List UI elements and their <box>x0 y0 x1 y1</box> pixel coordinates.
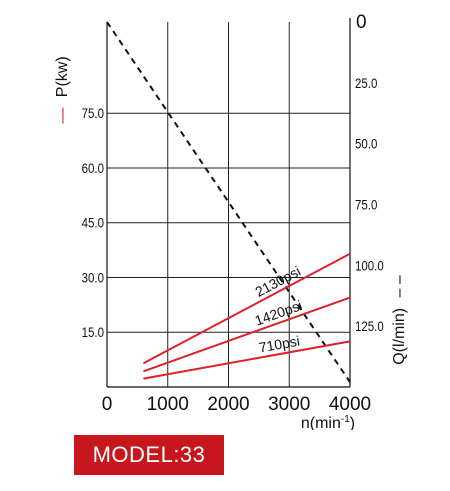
svg-text:Q(l/min) – –: Q(l/min) – – <box>391 275 408 365</box>
labels-layer: 0 1000 2000 3000 4000 15.0 30.0 45.0 60.0 75.0 0 25… <box>82 12 384 415</box>
left-tick-label: 15.0 <box>82 324 104 340</box>
model-badge: MODEL:33 <box>74 435 224 475</box>
x-tick-label: 4000 <box>329 394 371 415</box>
left-tick-label: 75.0 <box>82 105 104 121</box>
power-series-line <box>143 340 351 380</box>
left-tick-label: 30.0 <box>82 269 104 285</box>
right-tick-label: 50.0 <box>355 136 377 152</box>
x-axis-title-superscript: -1 <box>341 414 350 425</box>
x-axis-title-main: n(min <box>301 415 341 430</box>
right-axis-title: Q(l/min) <box>391 308 408 365</box>
right-axis-legend-marker: – – <box>391 275 408 297</box>
left-tick-label: 60.0 <box>82 160 104 176</box>
x-tick-label: 3000 <box>268 394 310 415</box>
power-layer <box>142 252 351 380</box>
x-axis-title-close: ) <box>350 415 355 430</box>
power-flow-chart: 0 1000 2000 3000 4000 15.0 30.0 45.0 60.0 75.0 0 25… <box>54 12 408 430</box>
left-axis-title: P(kw) <box>54 56 71 97</box>
right-tick-label: 75.0 <box>355 196 377 212</box>
left-axis-title-group: — P(kw) <box>54 56 71 123</box>
left-axis-legend-marker: — <box>54 108 71 124</box>
left-tick-label: 45.0 <box>82 215 104 231</box>
power-series-label: 710psi <box>258 333 301 356</box>
right-tick-label: 125.0 <box>355 318 384 334</box>
power-series-label: 2130psi <box>252 263 303 300</box>
right-tick-label: 0 <box>356 12 367 33</box>
x-axis-title: n(min-1) <box>301 414 355 430</box>
power-series-line <box>143 296 351 373</box>
x-tick-label: 1000 <box>147 394 189 415</box>
svg-text:— P(kw): — P(kw) <box>54 56 71 123</box>
x-tick-label: 2000 <box>207 394 249 415</box>
right-axis-title-group: Q(l/min) – – <box>391 275 408 365</box>
chart-grid <box>106 18 351 388</box>
x-tick-label: 0 <box>102 394 113 415</box>
right-tick-label: 100.0 <box>355 257 384 273</box>
power-series-line <box>142 252 351 365</box>
right-tick-label: 25.0 <box>355 75 377 91</box>
